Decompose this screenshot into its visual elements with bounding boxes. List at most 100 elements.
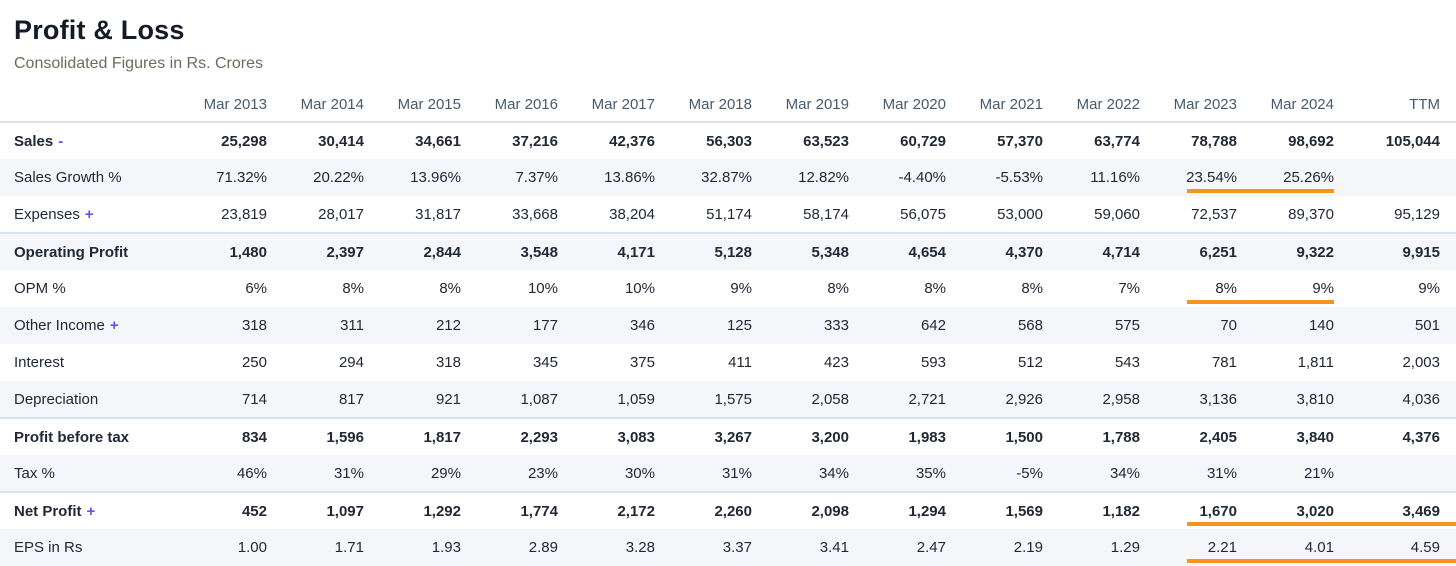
- collapse-toggle-icon[interactable]: -: [58, 132, 64, 150]
- cell-value: 1.29: [1043, 529, 1140, 566]
- row-label[interactable]: Other Income +: [0, 307, 170, 344]
- cell-value: 1,774: [461, 491, 558, 529]
- cell-value: 4,654: [849, 232, 946, 270]
- cell-value: 345: [532, 354, 558, 371]
- cell-value: 3.37: [655, 529, 752, 566]
- expand-toggle-icon[interactable]: +: [109, 317, 119, 334]
- row-label: Operating Profit: [0, 232, 170, 270]
- cell-value: 3,267: [655, 417, 752, 455]
- cell-value: 42,376: [558, 121, 655, 159]
- column-header: Mar 2019: [785, 96, 849, 113]
- expand-toggle-icon[interactable]: +: [86, 502, 96, 520]
- cell-value: 38,204: [609, 205, 655, 223]
- pnl-table: Mar 2013 Mar 2014 Mar 2015 Mar 2016 Mar 2017…: [0, 88, 1456, 566]
- cell-value: 6%: [245, 280, 267, 297]
- row-label: Sales Growth %: [0, 159, 170, 196]
- cell-value: 63,774: [1043, 121, 1140, 159]
- cell-value: 31%: [267, 455, 364, 492]
- cell-value: 593: [920, 354, 946, 371]
- column-header: Mar 2016: [494, 96, 558, 113]
- expand-toggle-icon[interactable]: +: [84, 205, 94, 223]
- cell-value: 1,087: [461, 381, 558, 418]
- column-header: Mar 2022: [1076, 96, 1140, 113]
- cell-value: 33,668: [512, 205, 558, 223]
- row-label-text: Operating Profit: [14, 243, 129, 261]
- cell-value: 34%: [1043, 455, 1140, 492]
- cell-value: 4,036: [1334, 381, 1456, 418]
- cell-value: 34%: [752, 455, 849, 492]
- cell-value: 2,003: [1402, 354, 1440, 371]
- cell-value: 1,097: [267, 491, 364, 529]
- cell-value: 1,059: [558, 381, 655, 418]
- row-label[interactable]: Expenses +: [0, 196, 170, 233]
- cell-value: 31%: [655, 455, 752, 492]
- cell-value: 105,044: [1334, 121, 1456, 159]
- cell-value: 11.16%: [1043, 159, 1140, 196]
- cell-value: 1,480: [170, 232, 267, 270]
- row-label-text: Other Income: [14, 317, 105, 334]
- cell-value: 57,370: [946, 121, 1043, 159]
- table-row: Tax % 46% 31% 29% 23% 30% 31% 34% 35% -5% 34% 31% 21…: [0, 455, 1456, 492]
- column-header: Mar 2021: [979, 96, 1043, 113]
- cell-value: 3,136: [1140, 381, 1237, 418]
- cell-value: 3,840: [1237, 417, 1334, 455]
- cell-value: 543: [1114, 354, 1140, 371]
- table-row: Sales Growth % 71.32% 20.22% 13.96% 7.37% 13.…: [0, 159, 1456, 196]
- cell-value: 56,303: [655, 121, 752, 159]
- cell-value: [1334, 159, 1456, 196]
- cell-value: 8%: [924, 280, 946, 297]
- cell-value: 318: [435, 354, 461, 371]
- subtitle: Consolidated Figures in Rs. Crores: [14, 55, 263, 72]
- cell-value: 501: [1334, 307, 1456, 344]
- cell-value: 1,500: [946, 417, 1043, 455]
- cell-value: 2,844: [364, 232, 461, 270]
- row-label: Tax %: [0, 455, 170, 492]
- cell-value: 212: [364, 307, 461, 344]
- cell-value: 63,523: [752, 121, 849, 159]
- table-row: Depreciation 714 817 921 1,087 1,059 1,575 2,05…: [0, 381, 1456, 418]
- row-label-text: Profit before tax: [14, 428, 130, 446]
- column-header: Mar 2014: [300, 96, 364, 113]
- cell-value: 311: [267, 307, 364, 344]
- cell-value: 23,819: [221, 205, 267, 223]
- row-label-text: Tax %: [14, 464, 55, 482]
- cell-value: 1,811: [1297, 354, 1334, 371]
- cell-value: 642: [849, 307, 946, 344]
- cell-value: 28,017: [318, 205, 364, 223]
- cell-value: 10%: [624, 280, 655, 297]
- cell-value: 46%: [170, 455, 267, 492]
- cell-value: 568: [946, 307, 1043, 344]
- cell-value: 2,405: [1140, 417, 1237, 455]
- row-label-text: Interest: [14, 354, 65, 371]
- cell-value: 3,020: [1237, 491, 1334, 529]
- cell-value: 4,714: [1043, 232, 1140, 270]
- cell-value: 89,370: [1288, 205, 1334, 223]
- cell-value: 1,596: [267, 417, 364, 455]
- cell-value: 51,174: [706, 205, 752, 223]
- row-label-text: OPM %: [14, 280, 66, 297]
- cell-value: 1,670: [1140, 491, 1237, 529]
- row-label[interactable]: Net Profit +: [0, 491, 170, 529]
- row-label-text: Net Profit: [14, 502, 82, 520]
- cell-value: 4.01: [1237, 529, 1334, 566]
- column-header: Mar 2023: [1173, 96, 1237, 113]
- cell-value: 346: [558, 307, 655, 344]
- cell-value: 2,721: [849, 381, 946, 418]
- cell-value: 37,216: [461, 121, 558, 159]
- cell-value: 5,128: [655, 232, 752, 270]
- cell-value: 834: [170, 417, 267, 455]
- cell-value: 8%: [1021, 280, 1043, 297]
- cell-value: 2.21: [1140, 529, 1237, 566]
- cell-value: 25.26%: [1237, 159, 1334, 196]
- cell-value: 1,294: [849, 491, 946, 529]
- cell-value: 2.19: [946, 529, 1043, 566]
- column-header: Mar 2020: [882, 96, 946, 113]
- cell-value: 921: [364, 381, 461, 418]
- cell-value: 2,397: [267, 232, 364, 270]
- table-row: Sales -25,298 30,414 34,661 37,216 42,376 56,3…: [0, 121, 1456, 159]
- cell-value: 1,817: [364, 417, 461, 455]
- cell-value: 1.93: [364, 529, 461, 566]
- row-label: Depreciation: [0, 381, 170, 418]
- cell-value: 6,251: [1140, 232, 1237, 270]
- row-label[interactable]: Sales -: [0, 121, 170, 159]
